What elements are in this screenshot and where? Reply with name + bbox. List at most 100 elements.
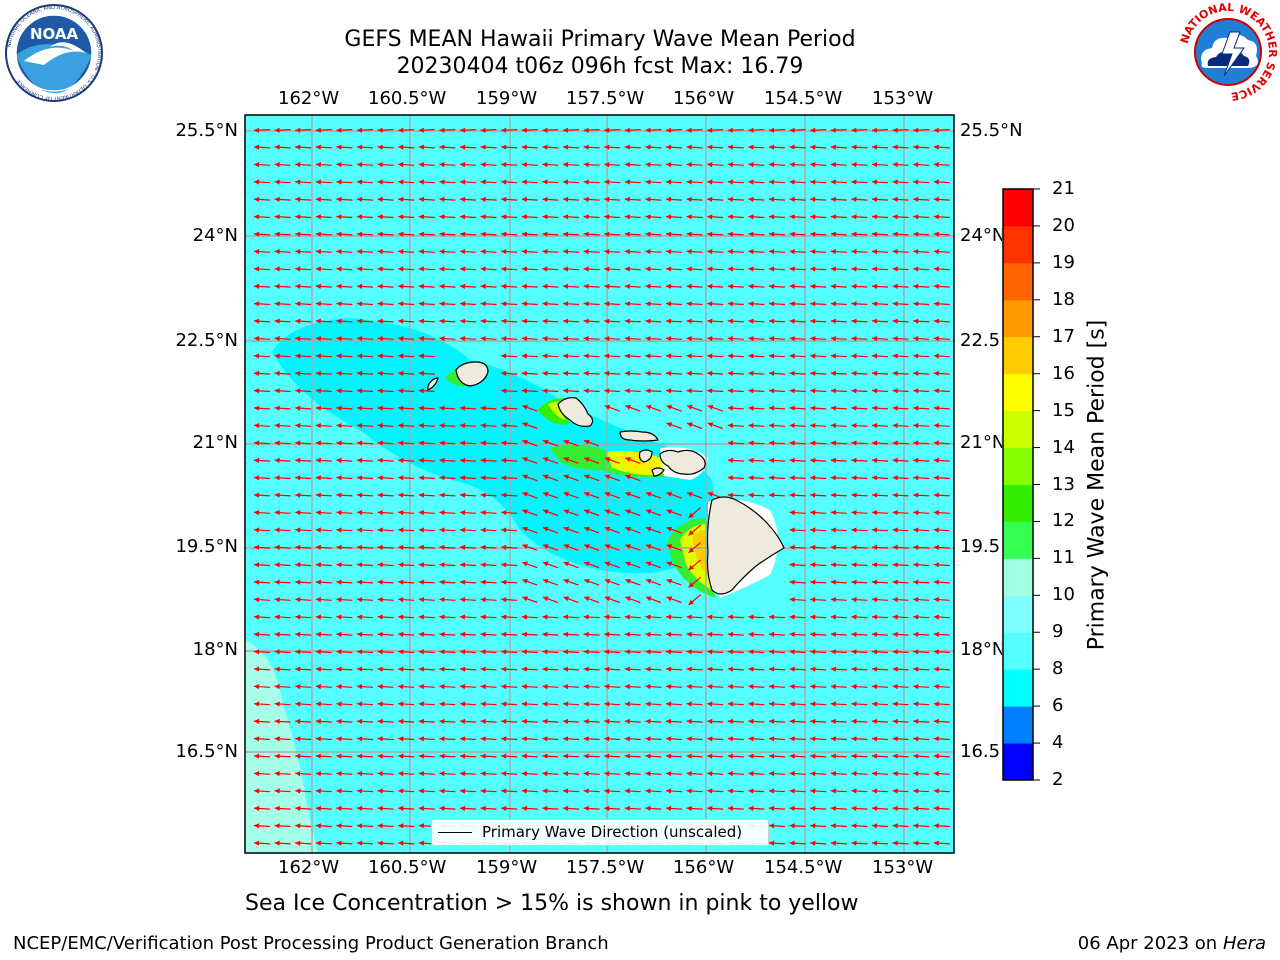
- wave-arrow-head: [377, 144, 383, 150]
- lat-tick-right-1: 25.5°N: [960, 120, 1023, 141]
- wave-arrow-head: [851, 179, 857, 185]
- wave-arrow-head: [727, 266, 733, 272]
- southwest-longer-period-zone: [245, 640, 318, 853]
- wave-arrow-head: [913, 214, 919, 220]
- wave-arrow-head: [315, 805, 321, 811]
- wave-arrow-head: [563, 788, 569, 794]
- wave-arrow-head: [892, 492, 898, 498]
- wave-arrow-head: [542, 509, 549, 515]
- wave-arrow-head: [851, 510, 857, 516]
- wave-arrow-head: [913, 614, 919, 620]
- wave-arrow-head: [624, 771, 630, 777]
- wave-arrow-head: [418, 301, 424, 307]
- wave-arrow-head: [686, 162, 692, 168]
- wave-arrow-head: [666, 614, 672, 620]
- wave-arrow-head: [789, 544, 795, 550]
- wave-arrow-head: [439, 562, 445, 568]
- wave-arrow-head: [830, 266, 836, 272]
- wave-arrow-head: [418, 701, 424, 707]
- wave-arrow-head: [398, 614, 404, 620]
- wave-arrow-head: [542, 370, 548, 376]
- wave-arrow-head: [913, 631, 919, 637]
- wave-arrow-head: [645, 353, 651, 359]
- colorbar-tick-label: 8: [1052, 658, 1064, 680]
- wave-arrow-head: [274, 527, 280, 533]
- wave-arrow-head: [377, 562, 383, 568]
- wave-arrow-head: [851, 649, 857, 655]
- wave-arrow-head: [336, 510, 342, 516]
- wave-arrow-head: [851, 370, 857, 376]
- wave-arrow-head: [933, 301, 939, 307]
- wave-arrow-head: [707, 196, 713, 202]
- wave-arrow-head: [604, 805, 610, 811]
- wave-arrow-head: [933, 475, 939, 481]
- wave-arrow-head: [830, 823, 836, 829]
- wave-arrow-head: [872, 736, 878, 742]
- wave-arrow-head: [439, 510, 445, 516]
- wave-arrow-head: [418, 336, 424, 342]
- wave-arrow-head: [645, 649, 651, 655]
- wave-arrow-head: [707, 370, 713, 376]
- wave-arrow-head: [851, 492, 857, 498]
- wave-arrow-head: [872, 649, 878, 655]
- wave-arrow-head: [315, 405, 321, 411]
- wave-arrow-head: [645, 509, 652, 515]
- wave-arrow-head: [274, 405, 280, 411]
- wave-arrow-head: [398, 631, 404, 637]
- wave-arrow-head: [377, 179, 383, 185]
- wave-arrow-head: [377, 423, 383, 429]
- wave-arrow-head: [810, 701, 816, 707]
- wave-arrow-head: [315, 510, 321, 516]
- lat-tick-right-3: 22.5°N: [960, 330, 1002, 351]
- wave-arrow-head: [377, 631, 383, 637]
- wave-arrow-head: [295, 788, 301, 794]
- wave-arrow-head: [460, 527, 466, 533]
- wave-arrow-head: [295, 805, 301, 811]
- wave-arrow-head: [439, 701, 445, 707]
- wave-arrow-head: [830, 388, 836, 394]
- wave-arrow-head: [810, 718, 816, 724]
- wave-arrow-head: [501, 562, 507, 568]
- wave-arrow-head: [769, 718, 775, 724]
- wave-arrow-head: [645, 544, 652, 549]
- wave-arrow-head: [295, 649, 301, 655]
- wave-arrow-head: [439, 527, 445, 533]
- wave-arrow-head: [892, 631, 898, 637]
- wave-arrow-head: [563, 684, 569, 690]
- wave-arrow-head: [460, 196, 466, 202]
- wave-arrow-head: [789, 649, 795, 655]
- wave-arrow-head: [830, 718, 836, 724]
- wave-arrow-head: [357, 579, 363, 585]
- wave-arrow-head: [398, 318, 404, 324]
- wave-arrow-head: [357, 440, 363, 446]
- wave-arrow-head: [377, 527, 383, 533]
- wave-arrow-head: [727, 788, 733, 794]
- wave-arrow-head: [707, 301, 713, 307]
- wave-arrow-head: [624, 196, 630, 202]
- wave-arrow-head: [398, 162, 404, 168]
- wave-arrow-head: [851, 579, 857, 585]
- wave-arrow-head: [584, 578, 590, 584]
- wave-arrow-head: [501, 266, 507, 272]
- wave-arrow-head: [563, 439, 570, 445]
- wave-arrow-head: [583, 162, 589, 168]
- wave-arrow-head: [542, 301, 548, 307]
- wave-arrow-head: [315, 318, 321, 324]
- wave-arrow-head: [542, 162, 548, 168]
- colorbar-tick-label: 21: [1052, 178, 1075, 199]
- lat-tick-right-2: 24°N: [960, 225, 1002, 246]
- wave-arrow-head: [542, 736, 548, 742]
- wave-arrow-head: [254, 475, 260, 481]
- wave-arrow-head: [892, 353, 898, 359]
- wave-arrow-head: [295, 283, 301, 289]
- wave-arrow-head: [789, 440, 795, 446]
- wave-arrow-head: [563, 526, 570, 532]
- wave-arrow-head: [686, 614, 692, 620]
- wave-arrow-head: [377, 475, 383, 481]
- wave-arrow-head: [398, 753, 404, 759]
- wave-arrow-head: [892, 823, 898, 829]
- wave-arrow-head: [254, 579, 260, 585]
- wave-arrow-head: [625, 544, 631, 549]
- wave-arrow-head: [418, 805, 424, 811]
- wave-arrow-head: [727, 649, 733, 655]
